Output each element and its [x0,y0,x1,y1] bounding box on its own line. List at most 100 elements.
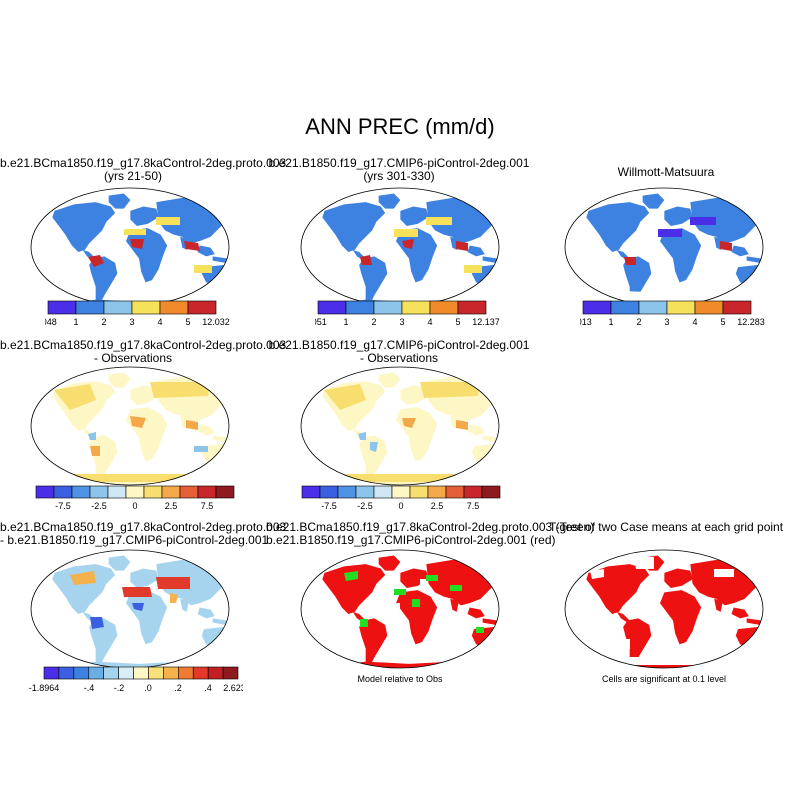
colorbar-segment [301,485,321,499]
colorbar-segment [345,300,375,315]
panel2-wet-regions [360,239,468,265]
colorbar-segment [43,666,60,680]
panel3-missing-regions [584,291,744,303]
colorbar-segment [73,666,90,680]
panel6-decrease-regions [90,603,144,629]
panel7-missing-cells [396,579,426,609]
panel4-map [30,366,230,486]
panel4-positive-regions [54,382,210,482]
panel4-cb-tick: 2.5 [165,501,178,511]
panel4-negative-regions [88,432,208,452]
colorbar-segment [694,300,724,315]
colorbar-segment [373,300,403,315]
panel2-cb-tick: 2 [371,317,376,327]
colorbar-segment [429,300,459,315]
panel5-strong-positive-regions [402,418,468,430]
panel7-green-cells [344,571,484,633]
panel4-cb-tick: -7.5 [55,501,71,511]
panel5-title-line1: b.e21.B1850.f19_g17.CMIP6-piControl-2deg… [268,338,530,352]
panel2-cb-max: 12.137 [472,317,500,327]
colorbar-segment [337,485,357,499]
panel1-cb-tick: 3 [129,317,134,327]
panel2-cb-tick: 5 [455,317,460,327]
panel1-title: b.e21.BCma1850.f19_g17.8kaControl-2deg.p… [0,156,287,183]
panel3-cb-tick: 2 [636,317,641,327]
colorbar-segment [409,485,429,499]
colorbar-segment [445,485,465,499]
panel6-colorbar: -1.8964 -.4 -.2 .0 .2 .4 2.6233 [29,666,243,693]
panel6-cb-tick: .2 [174,683,182,693]
panel3-cb-tick: 3 [664,317,669,327]
colorbar-segment [319,485,339,499]
panel7-map [300,549,500,669]
panel7-title: b.e21.BCma1850.f19_g17.8kaControl-2deg.p… [266,521,594,547]
panel4-title-line2: - Observations [93,351,173,365]
colorbar-segment [35,485,55,499]
panel1-dry-regions [124,217,212,273]
colorbar-segment [222,666,239,680]
page-title: ANN PREC (mm/d) [305,114,495,139]
panel8-note: Cells are significant at 0.1 level [601,674,727,684]
panel3-cb-tick: 5 [720,317,725,327]
colorbar-segment [610,300,640,315]
colorbar-segment [71,485,91,499]
panel4-title-line1: b.e21.BCma1850.f19_g17.8kaControl-2deg.p… [0,338,287,352]
panel1-cb-max: 12.032 [202,317,230,327]
panel6-mild-increase-regions [70,571,178,603]
colorbar-segment [125,485,145,499]
panel8-title-line1: T-Test of two Case means at each grid po… [548,520,784,534]
colorbar-segment [75,300,105,315]
colorbar-segment [722,300,752,315]
panel3-cb-tick: 4 [692,317,697,327]
colorbar-segment [582,300,612,315]
colorbar-segment [148,666,164,680]
colorbar-segment [143,485,163,499]
colorbar-segment [391,485,411,499]
colorbar-segment [159,300,189,315]
panel1-colorbar: .048 1 2 3 4 5 12.032 [45,300,230,327]
panel3-very-dry-regions [658,217,716,237]
panel4-strong-positive-regions [90,416,198,456]
panel2-title: b.e21.B1850.f19_g17.CMIP6-piControl-2deg… [266,157,532,183]
panel1-cb-tick: 4 [157,317,162,327]
colorbar-segment [638,300,668,315]
panel1-cb-min: .048 [45,317,57,327]
panel4-title: b.e21.BCma1850.f19_g17.8kaControl-2deg.p… [0,338,287,365]
colorbar-segment [58,666,75,680]
panel8-map [564,549,764,669]
panel5-colorbar: -7.5 -2.5 0 2.5 7.5 [301,485,501,511]
colorbar-segment [133,666,149,680]
panel6-cb-tick: -.2 [114,683,125,693]
colorbar-segment [457,300,487,315]
panel2-cb-min: .051 [315,317,327,327]
panel1-title-line1: b.e21.BCma1850.f19_g17.8kaControl-2deg.p… [0,156,287,170]
colorbar-segment [187,300,217,315]
colorbar-segment [192,666,209,680]
panel3-cb-max: 12.283 [737,317,765,327]
colorbar-segment [215,485,235,499]
colorbar-segment [427,485,447,499]
colorbar-segment [118,666,134,680]
colorbar-segment [317,300,347,315]
panel4-cb-tick: 7.5 [201,501,214,511]
colorbar-segment [161,485,181,499]
panel5-cb-tick: 7.5 [467,501,480,511]
panel4-cb-tick: 0 [132,501,137,511]
panel7-note: Model relative to Obs [357,674,443,684]
panel3-cb-tick: 1 [608,317,613,327]
panel4-cb-tick: -2.5 [91,501,107,511]
panel7-title-line2: b.e21.B1850.f19_g17.CMIP6-piControl-2deg… [266,533,556,547]
panel6-cb-max: 2.6233 [223,683,243,693]
panel5-cb-tick: 0 [398,501,403,511]
panel6-cb-tick: .0 [144,683,152,693]
panel5-cb-tick: 2.5 [431,501,444,511]
panel4-colorbar: -7.5 -2.5 0 2.5 7.5 [35,485,235,511]
panel6-cb-min: -1.8964 [29,683,60,693]
colorbar-segment [89,485,109,499]
panel1-wet-regions [88,239,200,267]
colorbar-segment [666,300,696,315]
colorbar-segment [207,666,224,680]
panel1-cb-tick: 1 [73,317,78,327]
panel5-title: b.e21.B1850.f19_g17.CMIP6-piControl-2deg… [266,339,532,365]
panel6-title-line2: - b.e21.B1850.f19_g17.CMIP6-piControl-2d… [0,533,269,547]
